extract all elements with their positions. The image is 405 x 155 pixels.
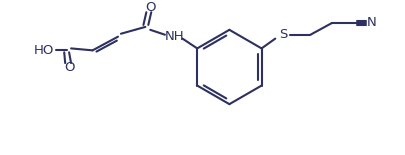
Text: S: S [279,28,287,41]
Text: N: N [367,16,377,29]
Text: O: O [64,62,75,74]
Text: NH: NH [165,30,185,43]
Text: O: O [145,1,156,14]
Text: HO: HO [34,44,54,57]
